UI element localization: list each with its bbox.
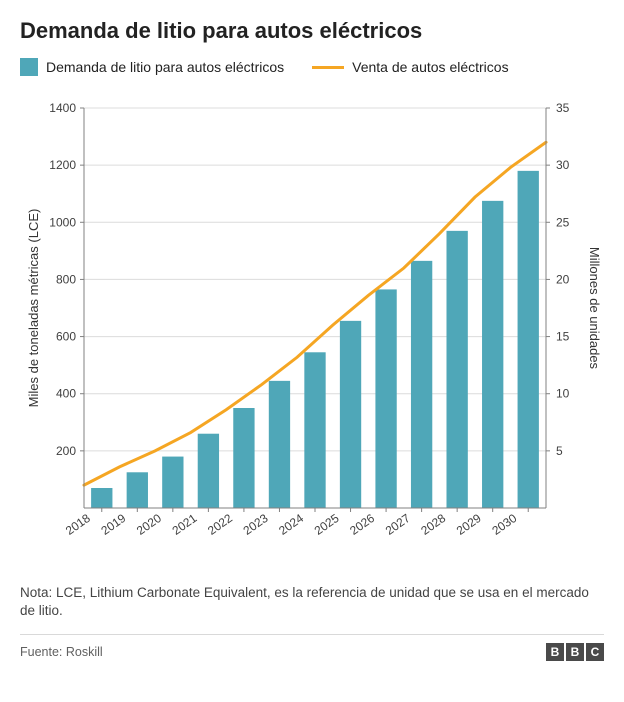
legend: Demanda de litio para autos eléctricos V…: [20, 58, 604, 76]
svg-text:5: 5: [556, 444, 563, 458]
bar: [233, 408, 254, 508]
y-right-label: Millones de unidades: [587, 247, 602, 370]
bar: [518, 171, 539, 508]
x-tick-label: 2026: [347, 511, 377, 538]
y-left-label: Miles de toneladas métricas (LCE): [26, 209, 41, 408]
line-swatch-icon: [312, 66, 344, 69]
source-label: Fuente: Roskill: [20, 645, 103, 659]
bar-swatch-icon: [20, 58, 38, 76]
bar: [446, 231, 467, 508]
bar: [482, 201, 503, 508]
bar: [127, 472, 148, 508]
bbc-letter: B: [566, 643, 584, 661]
svg-text:30: 30: [556, 158, 570, 172]
x-tick-label: 2024: [276, 511, 306, 538]
bar: [162, 457, 183, 508]
legend-line-label: Venta de autos eléctricos: [352, 59, 508, 75]
bar: [340, 321, 361, 508]
svg-text:200: 200: [56, 444, 76, 458]
legend-item-bars: Demanda de litio para autos eléctricos: [20, 58, 284, 76]
x-tick-label: 2023: [241, 511, 271, 538]
x-tick-label: 2021: [170, 511, 200, 538]
x-tick-label: 2028: [418, 511, 448, 538]
svg-text:20: 20: [556, 272, 570, 286]
x-tick-label: 2022: [205, 511, 235, 538]
chart-area: 2004006008001000120014005101520253035201…: [20, 94, 604, 564]
svg-text:25: 25: [556, 215, 570, 229]
svg-text:35: 35: [556, 101, 570, 115]
svg-text:800: 800: [56, 272, 76, 286]
svg-text:400: 400: [56, 387, 76, 401]
svg-text:600: 600: [56, 330, 76, 344]
svg-text:1400: 1400: [49, 101, 76, 115]
x-tick-label: 2025: [312, 511, 342, 538]
x-tick-label: 2027: [383, 511, 413, 538]
bbc-letter: C: [586, 643, 604, 661]
bar: [375, 289, 396, 508]
legend-item-line: Venta de autos eléctricos: [312, 59, 508, 75]
bbc-logo-icon: B B C: [546, 643, 604, 661]
bar: [411, 261, 432, 508]
x-tick-label: 2018: [63, 511, 93, 538]
bar: [269, 381, 290, 508]
legend-bar-label: Demanda de litio para autos eléctricos: [46, 59, 284, 75]
x-tick-label: 2029: [454, 511, 484, 538]
x-tick-label: 2020: [134, 511, 164, 538]
x-tick-label: 2030: [489, 511, 519, 538]
bbc-letter: B: [546, 643, 564, 661]
chart-svg: 2004006008001000120014005101520253035201…: [20, 94, 604, 564]
chart-title: Demanda de litio para autos eléctricos: [20, 18, 604, 44]
footer: Fuente: Roskill B B C: [20, 634, 604, 661]
bar: [91, 488, 112, 508]
svg-text:10: 10: [556, 387, 570, 401]
bar: [198, 434, 219, 508]
svg-text:1000: 1000: [49, 215, 76, 229]
bar: [304, 352, 325, 508]
chart-note: Nota: LCE, Lithium Carbonate Equivalent,…: [20, 584, 604, 620]
x-tick-label: 2019: [98, 511, 128, 538]
svg-text:15: 15: [556, 330, 570, 344]
svg-text:1200: 1200: [49, 158, 76, 172]
